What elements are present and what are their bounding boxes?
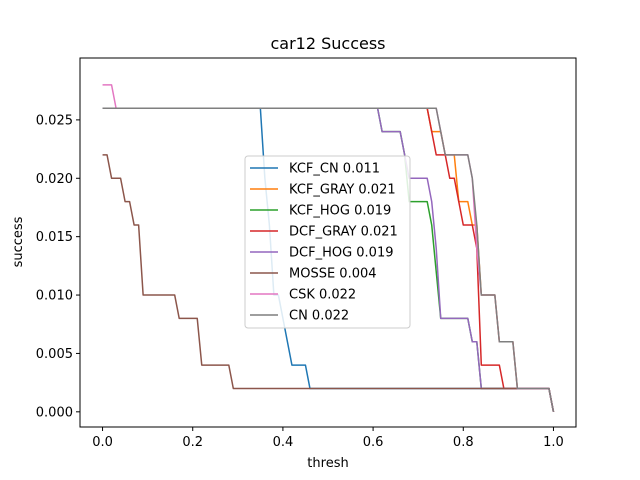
series-line-5	[102, 154, 555, 412]
legend-label: MOSSE 0.004	[289, 267, 377, 282]
legend-label: DCF_HOG 0.019	[289, 246, 394, 261]
y-tick-label: 0.000	[36, 405, 73, 420]
legend-label: DCF_GRAY 0.021	[289, 225, 398, 240]
x-axis-label: thresh	[307, 456, 348, 471]
legend-label: CN 0.022	[289, 309, 349, 324]
legend-label: KCF_CN 0.011	[289, 162, 380, 177]
series-line-7	[102, 107, 555, 412]
x-tick-label: 0.4	[273, 435, 294, 450]
legend-label: KCF_GRAY 0.021	[289, 183, 396, 198]
legend-label: CSK 0.022	[289, 288, 356, 303]
y-tick-label: 0.015	[36, 230, 73, 245]
x-tick-label: 0.0	[92, 435, 113, 450]
x-tick-label: 0.2	[182, 435, 203, 450]
plot-frame	[79, 57, 577, 428]
x-tick-label: 0.6	[363, 435, 384, 450]
series-line-4	[102, 107, 555, 412]
x-tick-label: 1.0	[543, 435, 564, 450]
y-tick-label: 0.010	[36, 289, 73, 304]
x-tick-label: 0.8	[453, 435, 474, 450]
y-tick-label: 0.025	[36, 113, 73, 128]
y-axis: 0.000 0.005 0.010 0.015 0.020 0.025	[36, 113, 80, 420]
legend-box	[244, 155, 411, 329]
chart-title: car12 Success	[270, 34, 385, 53]
x-axis: 0.0 0.2 0.4 0.6 0.8 1.0	[92, 427, 564, 450]
y-axis-label: success	[11, 216, 26, 267]
legend-label: KCF_HOG 0.019	[289, 204, 391, 219]
y-tick-label: 0.005	[36, 347, 73, 362]
y-tick-label: 0.020	[36, 172, 73, 187]
legend: KCF_CN 0.011 KCF_GRAY 0.021 KCF_HOG 0.019 D…	[244, 155, 411, 329]
